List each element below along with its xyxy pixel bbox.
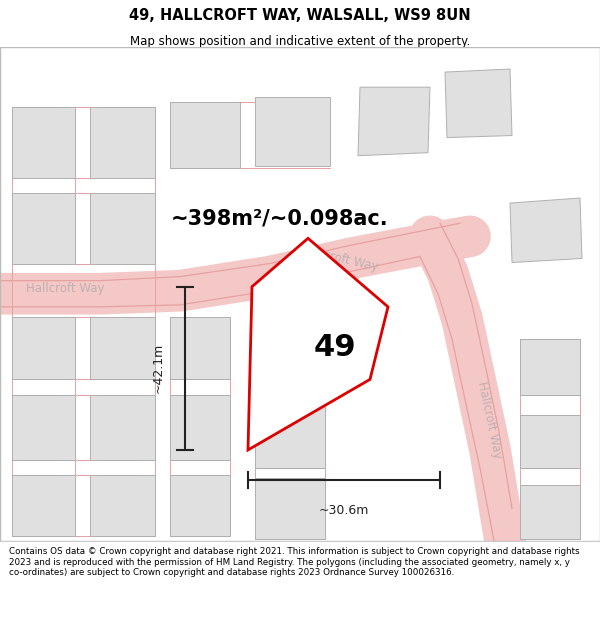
Polygon shape <box>520 339 580 394</box>
Polygon shape <box>170 475 230 536</box>
Text: ~398m²/~0.098ac.: ~398m²/~0.098ac. <box>171 208 389 228</box>
Polygon shape <box>90 317 155 379</box>
Polygon shape <box>255 98 330 166</box>
Polygon shape <box>90 107 155 178</box>
Polygon shape <box>90 394 155 460</box>
Polygon shape <box>12 475 75 536</box>
Polygon shape <box>255 478 325 539</box>
Polygon shape <box>170 317 230 379</box>
Text: 49, HALLCROFT WAY, WALSALL, WS9 8UN: 49, HALLCROFT WAY, WALSALL, WS9 8UN <box>129 8 471 23</box>
Polygon shape <box>255 399 325 468</box>
Text: Contains OS data © Crown copyright and database right 2021. This information is : Contains OS data © Crown copyright and d… <box>9 548 580 577</box>
Text: 49: 49 <box>314 333 356 362</box>
Text: Hallcroft Way: Hallcroft Way <box>300 243 380 274</box>
Polygon shape <box>445 69 512 138</box>
Text: ~30.6m: ~30.6m <box>319 504 369 517</box>
Text: Hallcroft Way: Hallcroft Way <box>475 380 505 459</box>
Polygon shape <box>90 475 155 536</box>
Polygon shape <box>520 414 580 468</box>
Text: ~42.1m: ~42.1m <box>151 343 164 394</box>
Polygon shape <box>12 317 75 379</box>
Polygon shape <box>358 87 430 156</box>
Polygon shape <box>510 198 582 262</box>
Text: Map shows position and indicative extent of the property.: Map shows position and indicative extent… <box>130 35 470 48</box>
Polygon shape <box>170 394 230 460</box>
Text: Hallcroft Way: Hallcroft Way <box>26 282 104 295</box>
Polygon shape <box>12 193 75 264</box>
Polygon shape <box>12 107 75 178</box>
Polygon shape <box>12 394 75 460</box>
Polygon shape <box>90 193 155 264</box>
Polygon shape <box>170 102 240 168</box>
Polygon shape <box>520 485 580 539</box>
Polygon shape <box>248 238 388 450</box>
